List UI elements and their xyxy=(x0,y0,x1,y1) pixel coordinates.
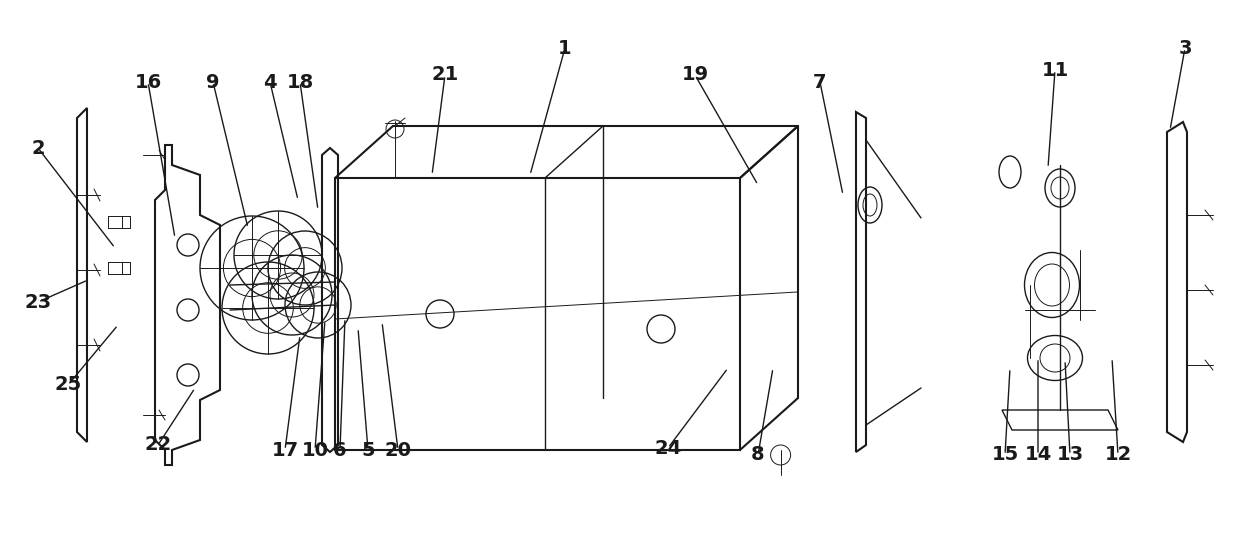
Text: 8: 8 xyxy=(751,445,764,464)
Text: 19: 19 xyxy=(681,65,709,84)
Text: 24: 24 xyxy=(654,439,681,457)
Text: 16: 16 xyxy=(134,72,161,92)
Text: 6: 6 xyxy=(333,440,347,459)
Text: 23: 23 xyxy=(25,293,52,312)
Text: 10: 10 xyxy=(301,440,328,459)
Text: 17: 17 xyxy=(271,440,299,459)
Text: 9: 9 xyxy=(206,72,219,92)
Text: 25: 25 xyxy=(55,376,82,395)
Text: 18: 18 xyxy=(286,72,313,92)
Text: 2: 2 xyxy=(31,138,45,158)
Text: 11: 11 xyxy=(1041,60,1068,80)
Text: 4: 4 xyxy=(263,72,276,92)
Text: 20: 20 xyxy=(384,440,411,459)
Text: 21: 21 xyxy=(431,65,458,84)
Text: 12: 12 xyxy=(1104,445,1131,464)
Text: 3: 3 xyxy=(1178,39,1192,58)
Text: 14: 14 xyxy=(1025,445,1052,464)
Text: 15: 15 xyxy=(991,445,1018,464)
Text: 1: 1 xyxy=(559,39,572,58)
Text: 13: 13 xyxy=(1057,445,1084,464)
Text: 5: 5 xyxy=(362,440,375,459)
Text: 22: 22 xyxy=(145,435,172,455)
Text: 7: 7 xyxy=(813,72,826,92)
